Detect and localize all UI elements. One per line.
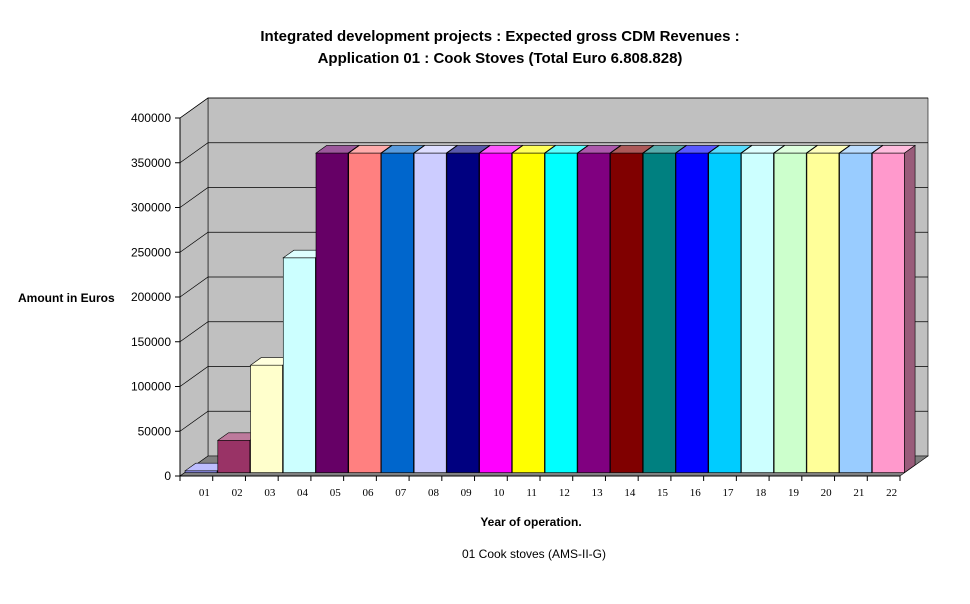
- x-tick-label: 08: [428, 487, 440, 499]
- bar-front: [315, 152, 349, 473]
- axes: [179, 118, 901, 481]
- x-tick-label: 09: [461, 487, 473, 499]
- bar-front: [806, 152, 840, 473]
- x-tick-label: 15: [657, 487, 669, 499]
- bar-front: [446, 152, 480, 473]
- x-tick-label: 04: [297, 487, 309, 499]
- x-tick-label: 11: [526, 487, 537, 499]
- chart-title-line1: Integrated development projects : Expect…: [260, 28, 740, 45]
- bar-front: [675, 152, 709, 473]
- x-tick-label: 20: [821, 487, 833, 499]
- bar-front: [381, 152, 414, 473]
- x-tick-label: 17: [723, 487, 735, 499]
- x-tick-label: 06: [363, 487, 375, 499]
- bar-front: [839, 152, 873, 473]
- y-tick-label: 300000: [131, 201, 171, 215]
- y-tick-label: 250000: [131, 245, 171, 259]
- bar: [871, 144, 917, 474]
- bar-front: [512, 152, 545, 473]
- x-tick-label: 18: [755, 487, 767, 499]
- bar-front: [217, 440, 251, 473]
- bar-front: [413, 152, 447, 473]
- x-tick-label: 22: [886, 487, 897, 499]
- bar-front: [708, 152, 742, 473]
- y-tick-label: 100000: [131, 380, 171, 394]
- bar-front: [348, 152, 382, 473]
- x-tick-label: 10: [493, 487, 505, 499]
- y-tick-label: 0: [164, 469, 171, 483]
- bar: [216, 432, 262, 474]
- gridline: [179, 97, 928, 119]
- bar-front: [250, 364, 283, 473]
- bar-front: [282, 257, 316, 473]
- x-tick-label: 12: [559, 487, 570, 499]
- x-tick-label: 03: [264, 487, 276, 499]
- bar-front: [610, 152, 643, 473]
- bars: [184, 144, 917, 474]
- legend-entry: 01 Cook stoves (AMS-II-G): [462, 547, 606, 561]
- chart-title: Integrated development projects : Expect…: [0, 26, 970, 70]
- x-tick-label: 02: [232, 487, 243, 499]
- bar-side: [904, 144, 916, 474]
- bar-front: [577, 152, 611, 473]
- y-tick-label: 350000: [131, 156, 171, 170]
- y-tick-label: 150000: [131, 335, 171, 349]
- chart-title-line2: Application 01 : Cook Stoves (Total Euro…: [317, 50, 683, 67]
- bar-front: [741, 152, 774, 473]
- x-tick-label: 07: [395, 487, 407, 499]
- bar-front: [479, 152, 513, 473]
- bar-front: [872, 152, 905, 473]
- x-axis-label: Year of operation.: [480, 515, 581, 529]
- bar-front: [544, 152, 578, 473]
- x-tick-label: 13: [592, 487, 604, 499]
- x-tick-label: 21: [853, 487, 864, 499]
- bar-front: [642, 152, 676, 473]
- x-tick-label: 19: [788, 487, 800, 499]
- x-tick-label: 05: [330, 487, 342, 499]
- gridline: [179, 142, 928, 164]
- y-tick-labels: 0 50000 100000 150000 200000 250000 300000 3500…: [131, 111, 171, 483]
- x-tick-label: 14: [624, 487, 636, 499]
- x-tick-label: 01: [199, 487, 210, 499]
- x-tick-label: 16: [690, 487, 702, 499]
- y-axis-label: Amount in Euros: [18, 291, 115, 305]
- x-tick-labels: 01 02 03 04 05 06 07 08 09 10 11 12 13 14 15 16 17 18 19 20…: [199, 487, 897, 499]
- y-tick-label: 200000: [131, 290, 171, 304]
- bar-front: [773, 152, 807, 473]
- y-tick-label: 400000: [131, 111, 171, 125]
- y-tick-label: 50000: [138, 424, 172, 438]
